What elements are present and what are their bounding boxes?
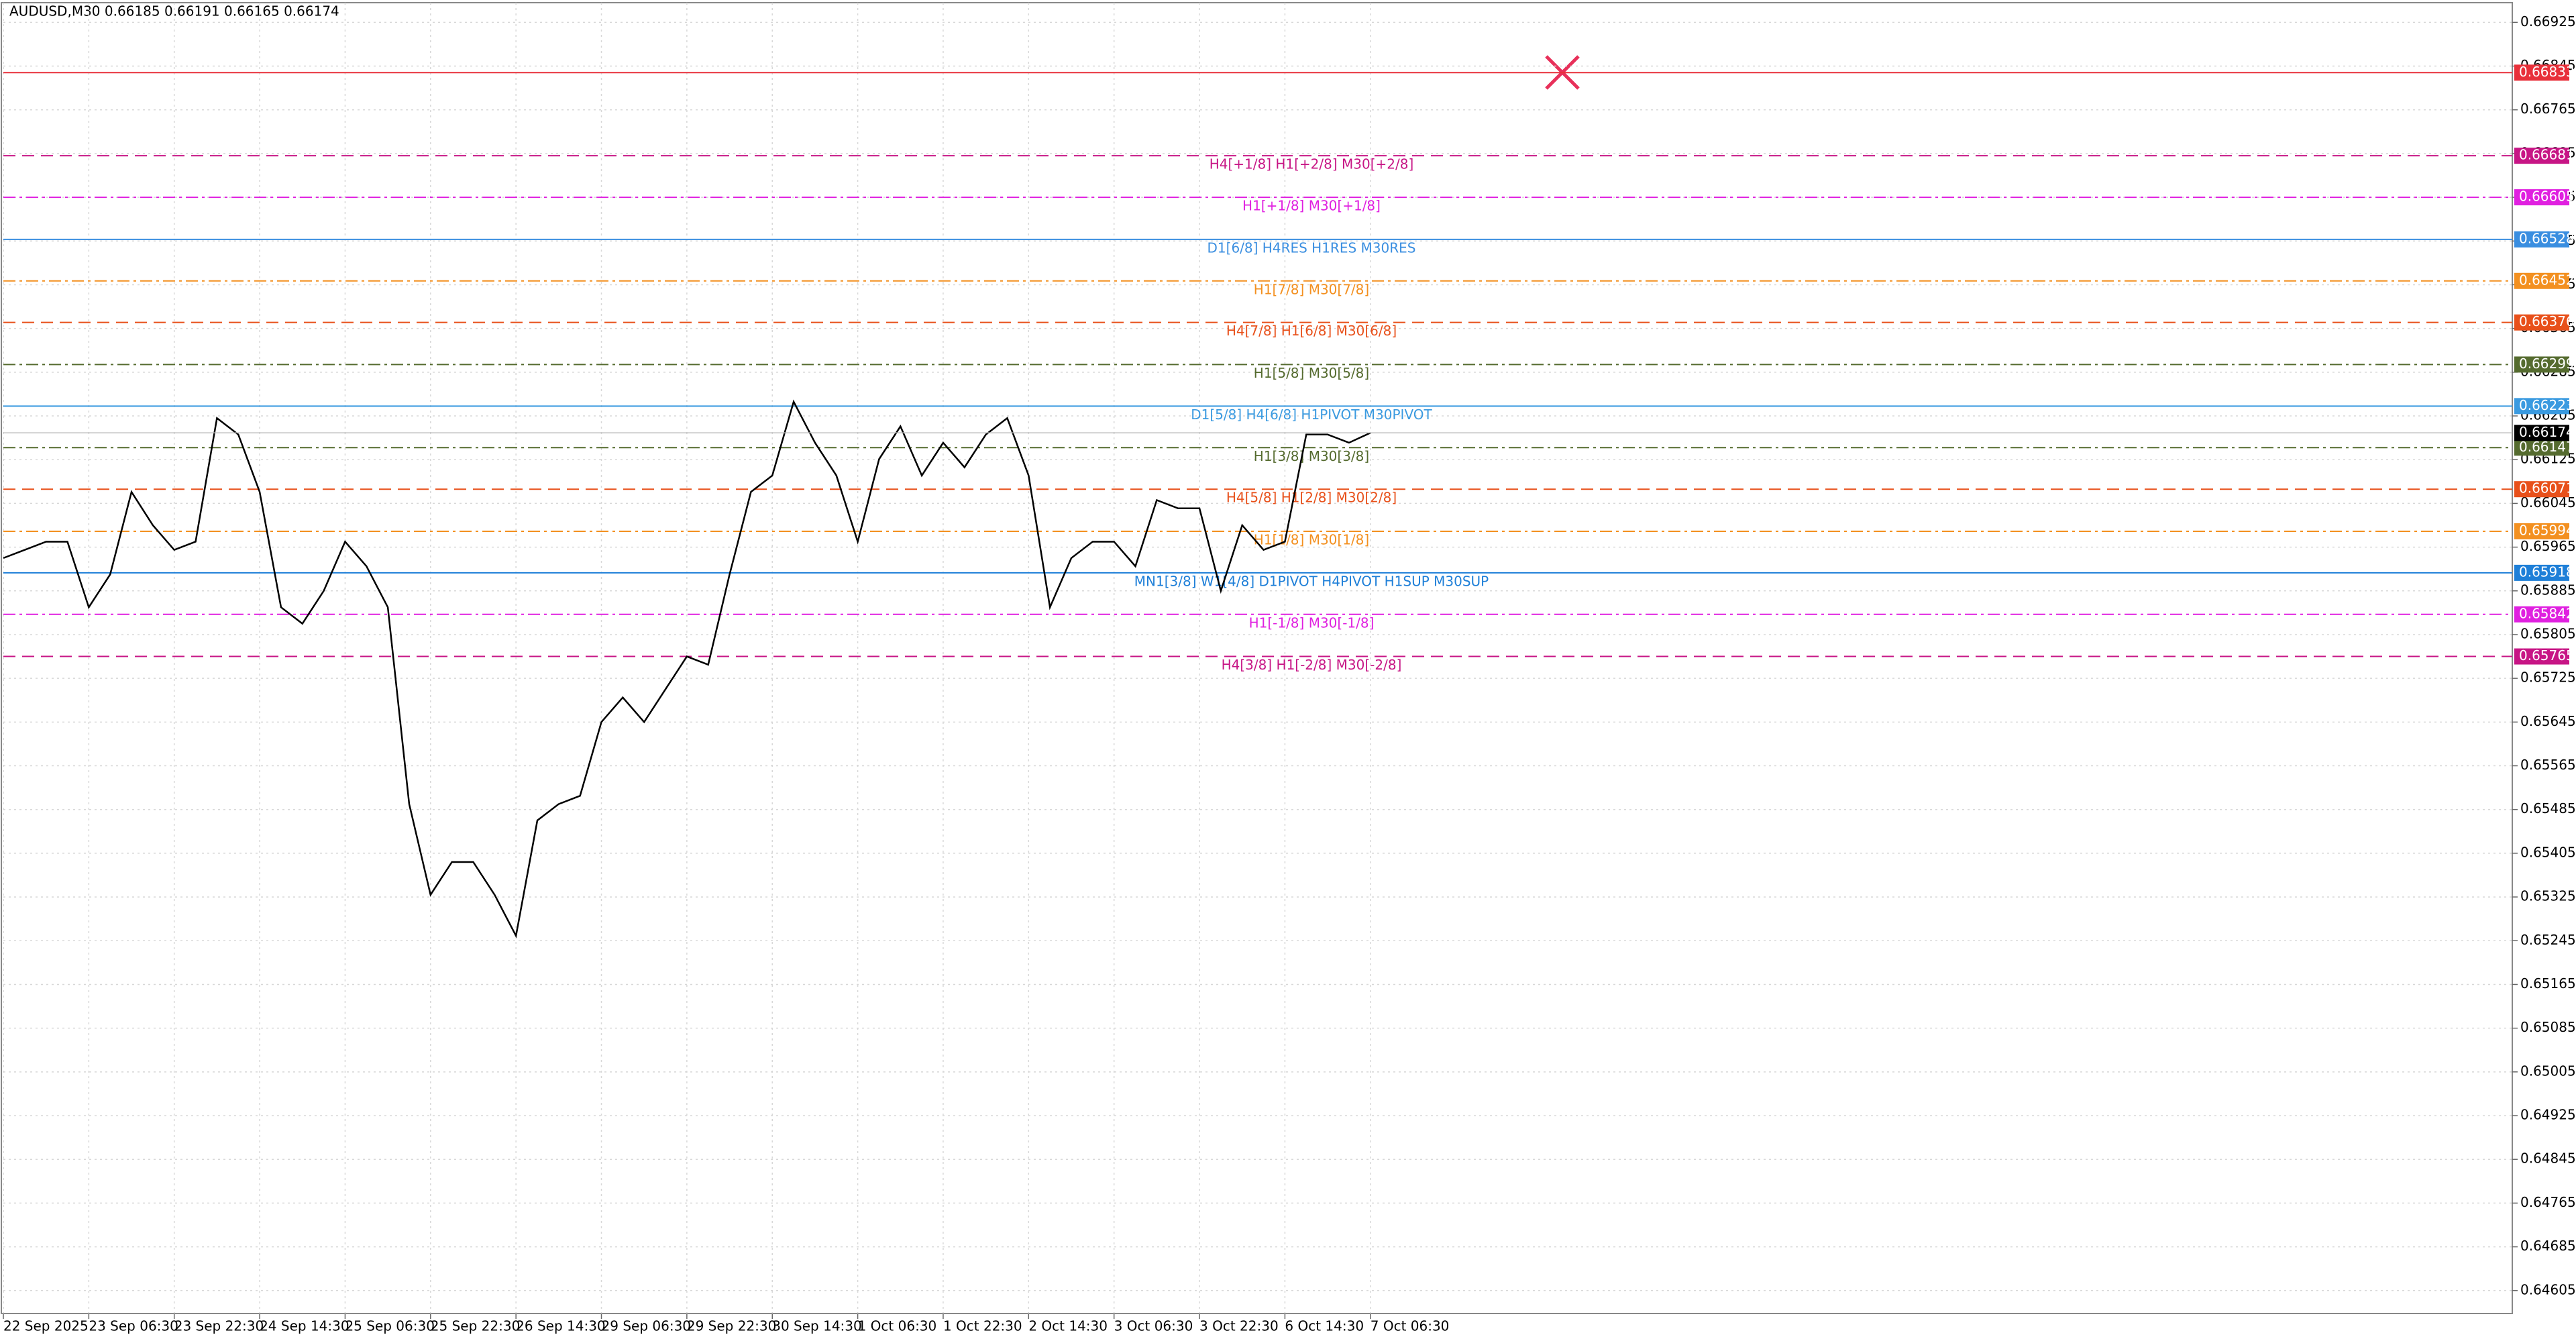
y-tick-label: 0.66765	[2520, 101, 2576, 117]
price-line	[3, 399, 1371, 939]
y-tick-label: 0.65085	[2520, 1019, 2576, 1035]
price-tag-label: 0.66833	[2519, 64, 2575, 80]
level-label: D1[5/8] H4[6/8] H1PIVOT M30PIVOT	[1191, 407, 1432, 423]
x-tick-label: 29 Sep 06:30	[602, 1318, 692, 1334]
price-tag-label: 0.66605	[2519, 189, 2575, 205]
price-tag-label: 0.66174	[2519, 424, 2575, 440]
y-tick-label: 0.65165	[2520, 975, 2576, 992]
y-tick-label: 0.65805	[2520, 625, 2576, 641]
x-tick-label: 26 Sep 14:30	[516, 1318, 606, 1334]
level-label: H1[+1/8] M30[+1/8]	[1242, 198, 1381, 214]
level-label: H1[5/8] M30[5/8]	[1254, 365, 1369, 381]
level-label: D1[6/8] H4RES H1RES M30RES	[1208, 239, 1416, 256]
y-tick-label: 0.64925	[2520, 1107, 2576, 1123]
price-tag-label: 0.66299	[2519, 356, 2575, 372]
price-tag	[2514, 439, 2569, 456]
x-tick-label: 3 Oct 06:30	[1114, 1318, 1193, 1334]
x-tick-label: 7 Oct 06:30	[1371, 1318, 1450, 1334]
price-tag-label: 0.66147	[2519, 439, 2575, 455]
y-tick-label: 0.66925	[2520, 13, 2576, 30]
price-tag	[2514, 314, 2569, 331]
plot-frame	[1, 2, 2513, 1314]
level-label: H4[7/8] H1[6/8] M30[6/8]	[1226, 323, 1397, 339]
price-tag	[2514, 648, 2569, 665]
level-label: H1[7/8] M30[7/8]	[1254, 281, 1369, 297]
y-tick-label: 0.65325	[2520, 888, 2576, 904]
chart-title: AUDUSD,M30 0.66185 0.66191 0.66165 0.661…	[9, 3, 339, 19]
level-label: H4[+1/8] H1[+2/8] M30[+2/8]	[1210, 156, 1414, 172]
x-tick-label: 23 Sep 22:30	[174, 1318, 264, 1334]
x-tick-label: 24 Sep 14:30	[260, 1318, 349, 1334]
y-tick-label: 0.65005	[2520, 1063, 2576, 1079]
price-tag	[2514, 606, 2569, 623]
price-tag	[2514, 231, 2569, 248]
level-label: H1[1/8] M30[1/8]	[1254, 531, 1369, 547]
x-tick-label: 25 Sep 22:30	[431, 1318, 521, 1334]
level-label: MN1[3/8] W1[4/8] D1PIVOT H4PIVOT H1SUP M…	[1134, 573, 1489, 589]
price-tag-label: 0.65842	[2519, 605, 2575, 621]
price-tag	[2514, 425, 2569, 441]
y-tick-label: 0.65725	[2520, 670, 2576, 686]
price-tag-label: 0.66223	[2519, 397, 2575, 413]
level-label: H1[3/8] M30[3/8]	[1254, 448, 1369, 464]
x-tick-label: 22 Sep 2025	[3, 1318, 89, 1334]
price-tag-label: 0.66528	[2519, 230, 2575, 246]
y-tick-label: 0.65645	[2520, 713, 2576, 729]
price-tag	[2514, 356, 2569, 373]
y-tick-label: 0.65405	[2520, 844, 2576, 860]
x-tick-label: 6 Oct 14:30	[1285, 1318, 1364, 1334]
y-tick-label: 0.64605	[2520, 1281, 2576, 1297]
price-tag	[2514, 398, 2569, 415]
y-tick-label: 0.65565	[2520, 757, 2576, 773]
price-tag	[2514, 148, 2569, 164]
y-tick-label: 0.64765	[2520, 1194, 2576, 1210]
price-tag-label: 0.66071	[2519, 480, 2575, 496]
price-tag-label: 0.66681	[2519, 147, 2575, 163]
price-tag	[2514, 564, 2569, 581]
price-tag	[2514, 481, 2569, 498]
price-tag-label: 0.65994	[2519, 522, 2575, 538]
price-tag	[2514, 272, 2569, 289]
y-tick-label: 0.65485	[2520, 800, 2576, 816]
y-tick-label: 0.64685	[2520, 1238, 2576, 1254]
level-label: H4[5/8] H1[2/8] M30[2/8]	[1226, 490, 1397, 506]
level-label: H1[-1/8] M30[-1/8]	[1249, 614, 1375, 631]
price-tag-label: 0.65918	[2519, 564, 2575, 580]
x-tick-label: 30 Sep 14:30	[772, 1318, 862, 1334]
price-tag	[2514, 189, 2569, 206]
x-tick-label: 1 Oct 22:30	[943, 1318, 1022, 1334]
price-tag-label: 0.65765	[2519, 647, 2575, 663]
y-tick-label: 0.65885	[2520, 582, 2576, 598]
x-tick-label: 25 Sep 06:30	[345, 1318, 435, 1334]
x-tick-label: 2 Oct 14:30	[1028, 1318, 1108, 1334]
level-label: H4[3/8] H1[-2/8] M30[-2/8]	[1222, 657, 1402, 673]
x-tick-label: 3 Oct 22:30	[1199, 1318, 1279, 1334]
y-tick-label: 0.64845	[2520, 1150, 2576, 1167]
price-tag-label: 0.66452	[2519, 272, 2575, 288]
price-tag	[2514, 523, 2569, 539]
x-tick-label: 29 Sep 22:30	[687, 1318, 777, 1334]
y-tick-label: 0.65245	[2520, 932, 2576, 948]
x-tick-label: 1 Oct 06:30	[858, 1318, 937, 1334]
y-tick-label: 0.65965	[2520, 538, 2576, 554]
x-tick-label: 23 Sep 06:30	[89, 1318, 178, 1334]
price-tag-label: 0.66376	[2519, 313, 2575, 329]
price-tag	[2514, 64, 2569, 81]
